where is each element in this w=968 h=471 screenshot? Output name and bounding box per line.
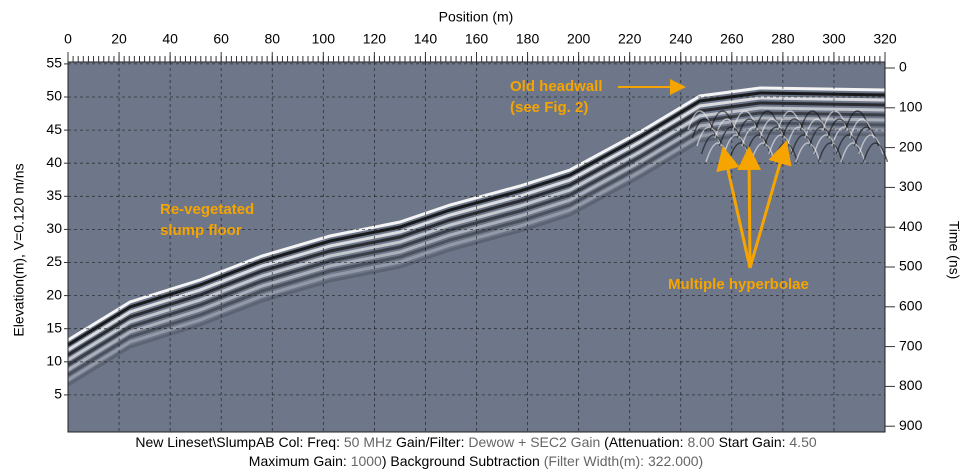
x-tick-label: 120 — [363, 31, 387, 47]
annotation: Multiple hyperbolae — [668, 276, 809, 293]
y-tick-label: 25 — [46, 253, 62, 269]
x-tick-label: 20 — [111, 31, 127, 47]
x-tick-label: 160 — [465, 31, 489, 47]
left-axis-title: Elevation(m), V=0.120 m/ns — [11, 163, 27, 336]
footer-text: 50 MHz — [344, 434, 392, 450]
radargram-figure: Position (m) Elevation(m), V=0.120 m/ns … — [0, 0, 968, 471]
x-tick-label: 40 — [162, 31, 178, 47]
x-tick-label: 300 — [822, 31, 846, 47]
right-tick-label: 800 — [899, 377, 923, 393]
right-axis-title: Time (ns) — [946, 221, 962, 280]
y-tick-label: 35 — [46, 187, 62, 203]
y-tick-label: 55 — [46, 55, 62, 71]
x-tick-label: 280 — [771, 31, 795, 47]
footer-text: Dewow + SEC2 Gain — [468, 434, 600, 450]
x-tick-label: 180 — [516, 31, 540, 47]
x-tick-label: 140 — [414, 31, 438, 47]
y-tick-label: 40 — [46, 154, 62, 170]
right-tick-label: 600 — [899, 298, 923, 314]
footer-text: Maximum Gain: — [249, 453, 351, 469]
right-tick-label: 0 — [899, 59, 907, 75]
x-tick-label: 260 — [720, 31, 744, 47]
footer-text: (Attenuation: — [600, 434, 687, 450]
x-tick-label: 320 — [873, 31, 897, 47]
y-tick-label: 10 — [46, 353, 62, 369]
x-tick-label: 0 — [64, 31, 72, 47]
right-tick-label: 700 — [899, 337, 923, 353]
x-tick-label: 220 — [618, 31, 642, 47]
right-tick-label: 300 — [899, 178, 923, 194]
footer-text: ) Background Subtraction — [382, 453, 544, 469]
x-tick-label: 60 — [213, 31, 229, 47]
footer-line: New Lineset\SlumpAB Col: Freq: 50 MHz Ga… — [135, 434, 817, 450]
right-tick-label: 200 — [899, 138, 923, 154]
x-axis-title: Position (m) — [439, 9, 514, 25]
footer-text: 8.00 — [687, 434, 714, 450]
right-tick-label: 400 — [899, 218, 923, 234]
y-tick-label: 50 — [46, 88, 62, 104]
footer-text: New Lineset\SlumpAB Col: Freq: — [135, 434, 344, 450]
x-tick-label: 100 — [312, 31, 336, 47]
y-tick-label: 20 — [46, 286, 62, 302]
y-tick-label: 45 — [46, 121, 62, 137]
annotation: Re-vegetated — [160, 201, 254, 218]
y-tick-label: 30 — [46, 220, 62, 236]
annotation: (see Fig. 2) — [510, 99, 588, 116]
right-tick-label: 100 — [899, 99, 923, 115]
footer-text: 1000 — [351, 453, 382, 469]
footer-text: Start Gain: — [715, 434, 790, 450]
footer-text: 4.50 — [789, 434, 816, 450]
right-tick-label: 500 — [899, 258, 923, 274]
footer-text: (Filter Width(m): 322.000) — [544, 453, 703, 469]
x-tick-label: 240 — [669, 31, 693, 47]
footer-line: Maximum Gain: 1000) Background Subtracti… — [249, 453, 703, 469]
y-tick-label: 15 — [46, 319, 62, 335]
x-tick-label: 200 — [567, 31, 591, 47]
y-tick-label: 5 — [54, 386, 62, 402]
right-tick-label: 900 — [899, 417, 923, 433]
annotation: Old headwall — [510, 78, 603, 95]
footer-text: Gain/Filter: — [392, 434, 468, 450]
annotation: slump floor — [160, 222, 242, 239]
x-tick-label: 80 — [264, 31, 280, 47]
